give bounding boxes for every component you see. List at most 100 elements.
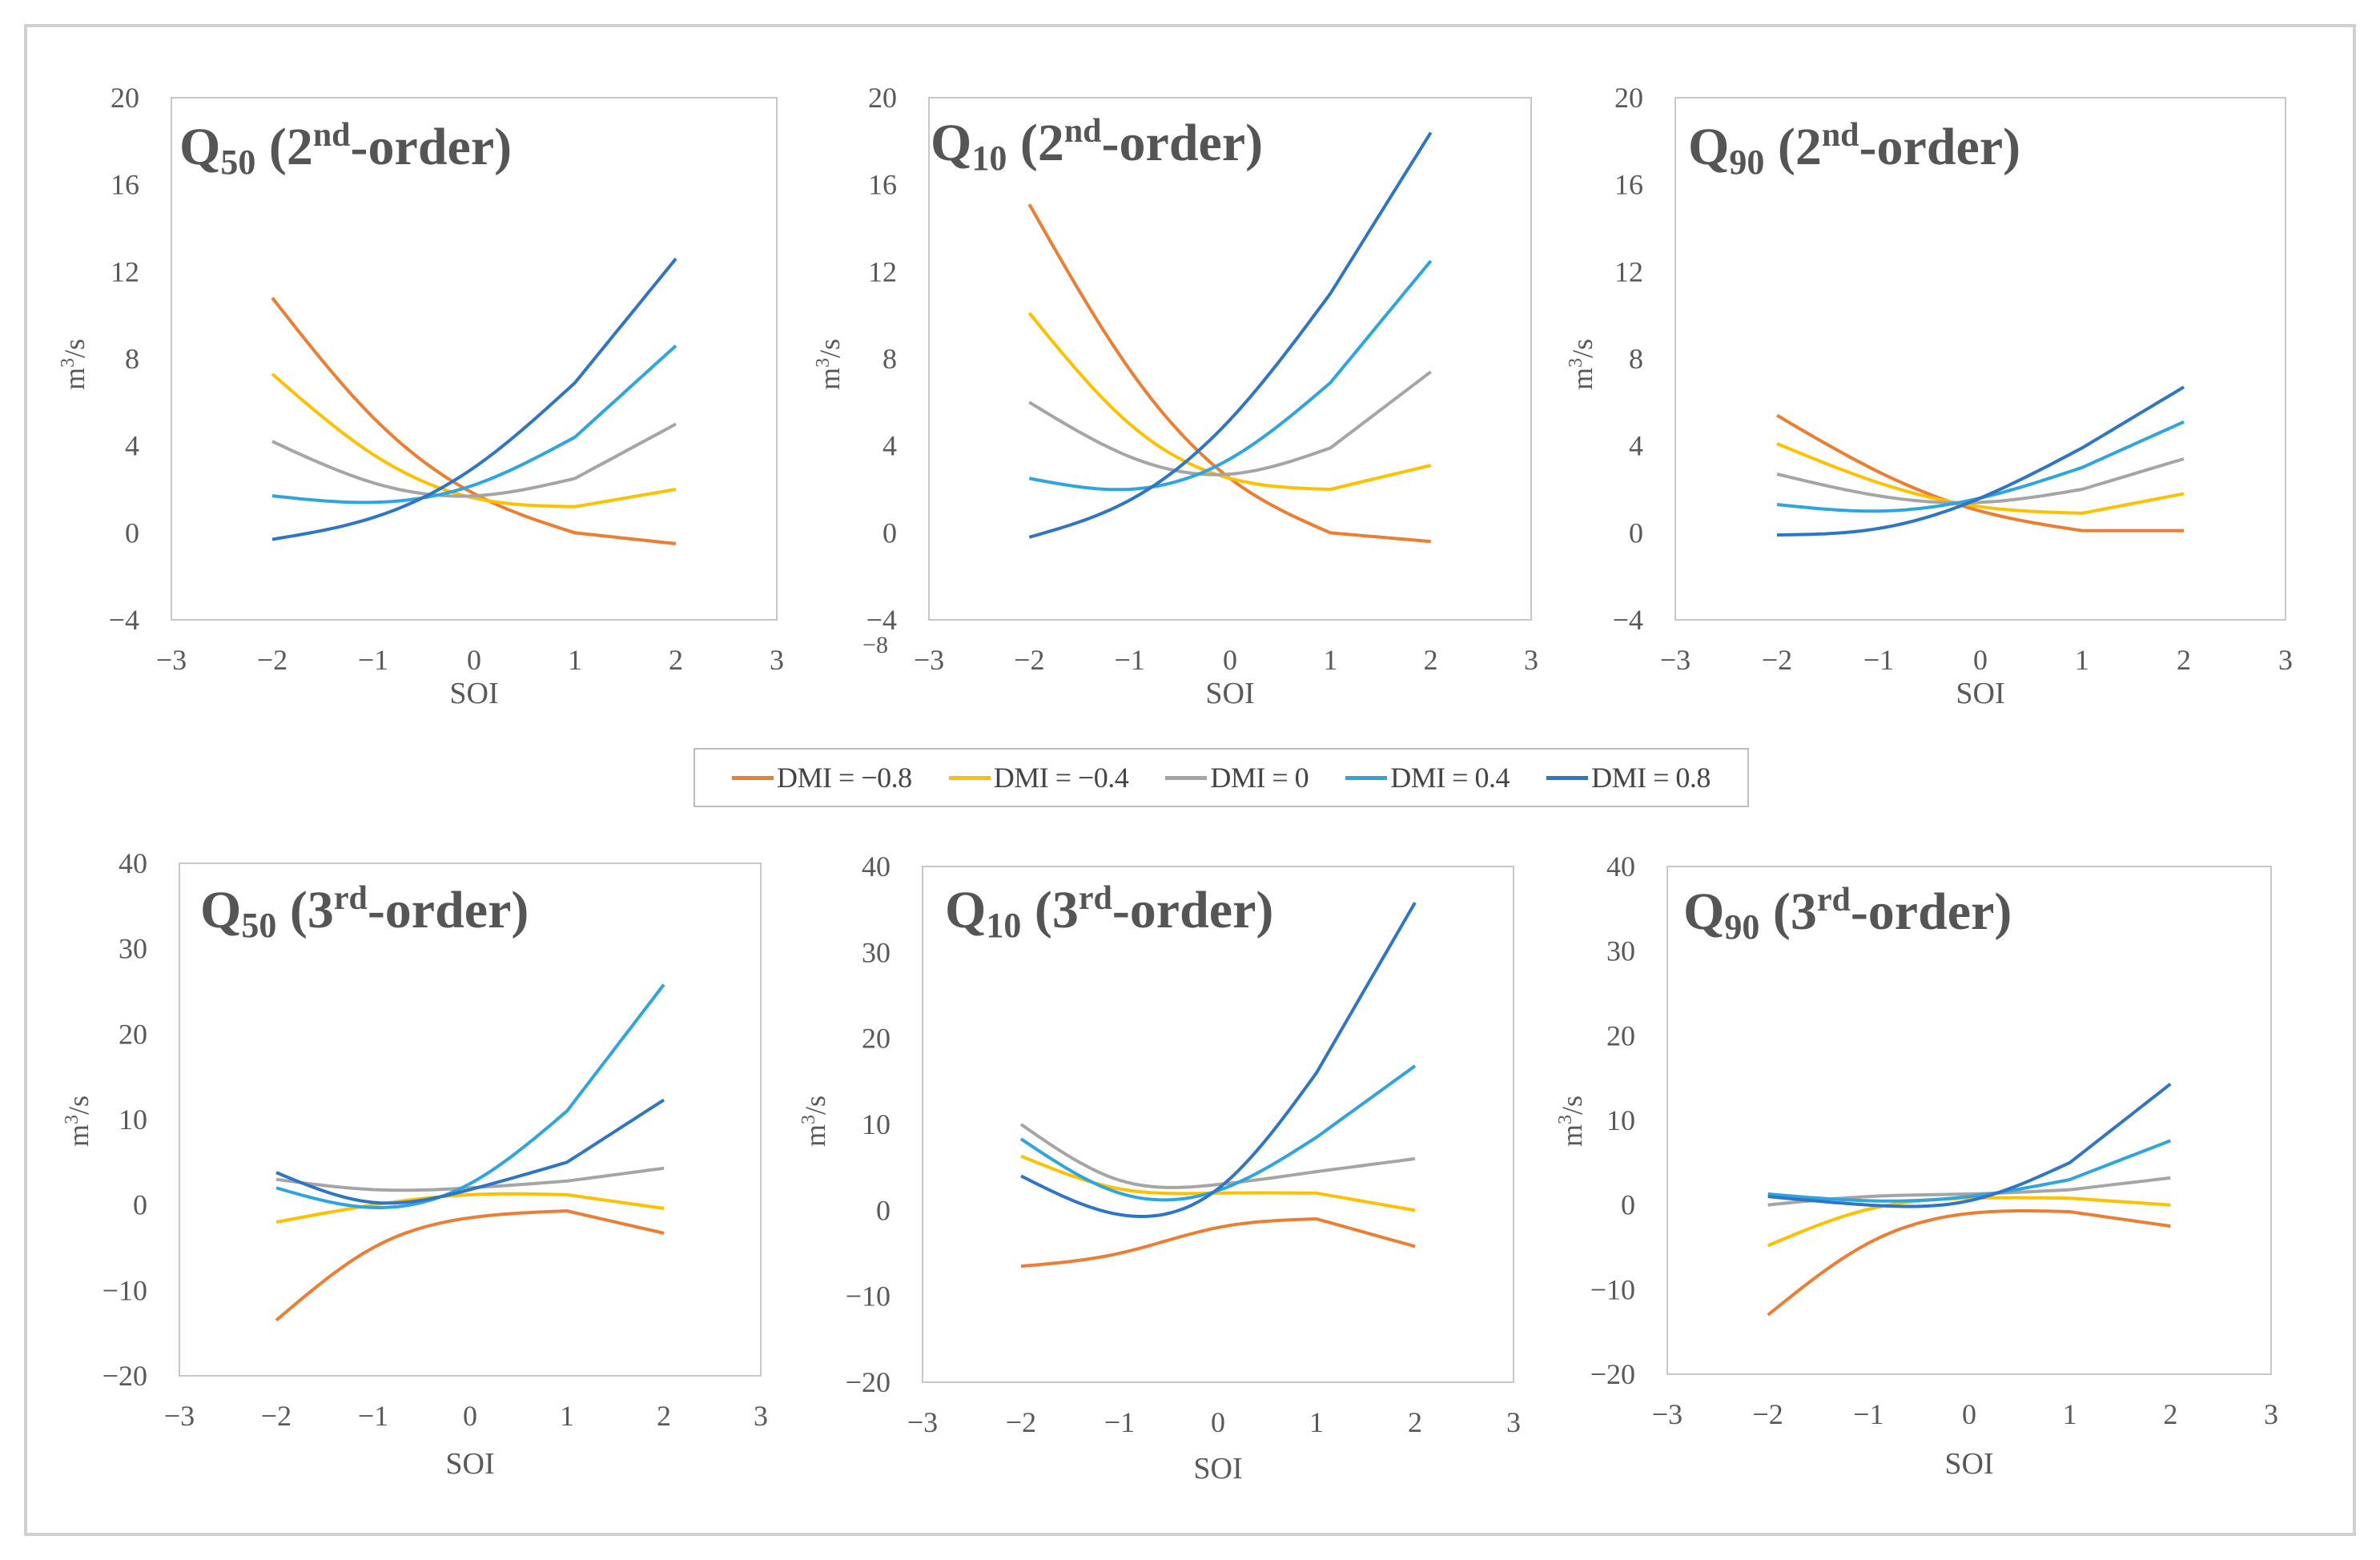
y-tick-label: 8 [125, 343, 139, 375]
stray-tick-label: −8 [862, 632, 888, 658]
plot-area [922, 866, 1514, 1383]
x-tick-label: 1 [1323, 644, 1337, 676]
y-tick-label: −10 [103, 1274, 147, 1306]
series-line-dmi-2 [1028, 370, 1432, 476]
chart-title: Q50 (3rd-order) [200, 880, 529, 945]
x-tick-label: −3 [164, 1400, 195, 1432]
x-tick-label: 0 [467, 644, 481, 676]
series-line-dmi-1 [1776, 442, 2185, 515]
x-tick-label: 2 [1408, 1406, 1422, 1438]
legend-label: DMI = −0.4 [993, 762, 1129, 794]
x-tick-label: 2 [1424, 644, 1438, 676]
y-tick-label: 0 [882, 517, 897, 549]
series-line-dmi-0 [1767, 1209, 2171, 1317]
y-tick-label: 0 [1629, 517, 1643, 549]
chart-title: Q10 (3rd-order) [945, 880, 1273, 945]
y-tick-label: 8 [882, 343, 897, 375]
x-tick-label: −3 [914, 644, 944, 676]
legend-swatch-4 [1546, 775, 1589, 780]
legend-swatch-1 [948, 775, 991, 780]
x-tick-label: −2 [261, 1400, 291, 1432]
y-tick-label: 30 [862, 936, 890, 968]
y-axis-label: m3/s [798, 1096, 831, 1147]
y-tick-label: −20 [103, 1360, 147, 1392]
x-axis-label: SOI [445, 1447, 494, 1481]
x-tick-label: −2 [1014, 644, 1044, 676]
series-line-dmi-3 [275, 983, 665, 1209]
y-tick-label: 16 [868, 169, 897, 201]
x-tick-label: 3 [2264, 1398, 2278, 1430]
plot-area [1674, 97, 2286, 621]
y-tick-label: −4 [109, 604, 139, 636]
legend: DMI = −0.8 DMI = −0.4 DMI = 0 DMI = 0.4 … [693, 748, 1749, 807]
x-tick-label: 0 [463, 1400, 477, 1432]
y-tick-label: −10 [1590, 1273, 1635, 1305]
y-tick-label: −4 [1613, 604, 1643, 636]
x-tick-label: −3 [156, 644, 187, 676]
series-line-dmi-2 [275, 1166, 665, 1192]
y-tick-label: 20 [862, 1023, 890, 1055]
y-tick-label: 12 [1614, 255, 1643, 287]
series-line-dmi-1 [1767, 1196, 2171, 1248]
y-tick-label: 12 [868, 255, 897, 287]
x-tick-label: −3 [1660, 644, 1691, 676]
x-tick-label: 3 [770, 644, 784, 676]
x-tick-label: −1 [1104, 1406, 1135, 1438]
y-axis-label: m3/s [58, 339, 90, 390]
y-tick-label: 40 [119, 847, 147, 879]
legend-item: DMI = −0.4 [948, 761, 1129, 794]
y-tick-label: 40 [862, 850, 890, 883]
x-tick-label: −1 [358, 1400, 388, 1432]
x-tick-label: 3 [1506, 1406, 1521, 1438]
y-tick-label: 0 [876, 1194, 890, 1226]
y-tick-label: 30 [119, 933, 147, 965]
y-tick-label: 10 [862, 1108, 890, 1140]
x-tick-label: 0 [1973, 644, 1988, 676]
chart-title: Q90 (2nd-order) [1688, 117, 2020, 182]
chart-title: Q90 (3rd-order) [1683, 882, 2012, 947]
x-tick-label: 1 [2075, 644, 2089, 676]
x-tick-label: −1 [358, 644, 388, 676]
series-line-dmi-1 [275, 1192, 665, 1224]
y-tick-label: 0 [1621, 1189, 1635, 1221]
legend-swatch-0 [732, 775, 774, 780]
y-axis-label: m3/s [1566, 339, 1598, 390]
legend-label: DMI = 0 [1210, 762, 1309, 794]
legend-item: DMI = −0.8 [732, 761, 912, 794]
x-tick-label: −1 [1853, 1398, 1883, 1430]
series-line-dmi-3 [1767, 1139, 2172, 1203]
y-tick-label: 20 [119, 1018, 147, 1050]
y-tick-label: 16 [111, 169, 139, 201]
series-line-dmi-0 [271, 296, 677, 545]
chart-title: Q10 (2nd-order) [931, 113, 1263, 178]
x-tick-label: 1 [560, 1400, 574, 1432]
legend-item: DMI = 0 [1165, 761, 1309, 794]
y-tick-label: 4 [882, 430, 897, 462]
y-tick-label: 0 [125, 517, 139, 549]
legend-label: DMI = −0.8 [777, 762, 912, 794]
x-tick-label: 0 [1211, 1406, 1225, 1438]
chart-title: Q50 (2nd-order) [179, 117, 512, 182]
x-tick-label: 1 [1309, 1406, 1324, 1438]
series-line-dmi-4 [1020, 902, 1417, 1218]
y-tick-label: 10 [119, 1104, 147, 1136]
x-tick-label: −1 [1863, 644, 1894, 676]
legend-item: DMI = 0.4 [1345, 761, 1510, 794]
series-line-dmi-4 [1767, 1083, 2172, 1208]
y-tick-label: 4 [1629, 430, 1643, 462]
series-line-dmi-4 [1028, 131, 1433, 539]
x-tick-label: −1 [1115, 644, 1145, 676]
x-tick-label: 1 [568, 644, 582, 676]
x-axis-label: SOI [449, 677, 498, 710]
y-tick-label: 20 [111, 82, 139, 114]
x-axis-label: SOI [1944, 1447, 1993, 1481]
series-line-dmi-4 [271, 257, 677, 541]
plot-area [928, 97, 1532, 621]
series-line-dmi-1 [271, 372, 677, 509]
x-tick-label: −2 [1006, 1406, 1036, 1438]
x-axis-label: SOI [1956, 677, 2004, 710]
